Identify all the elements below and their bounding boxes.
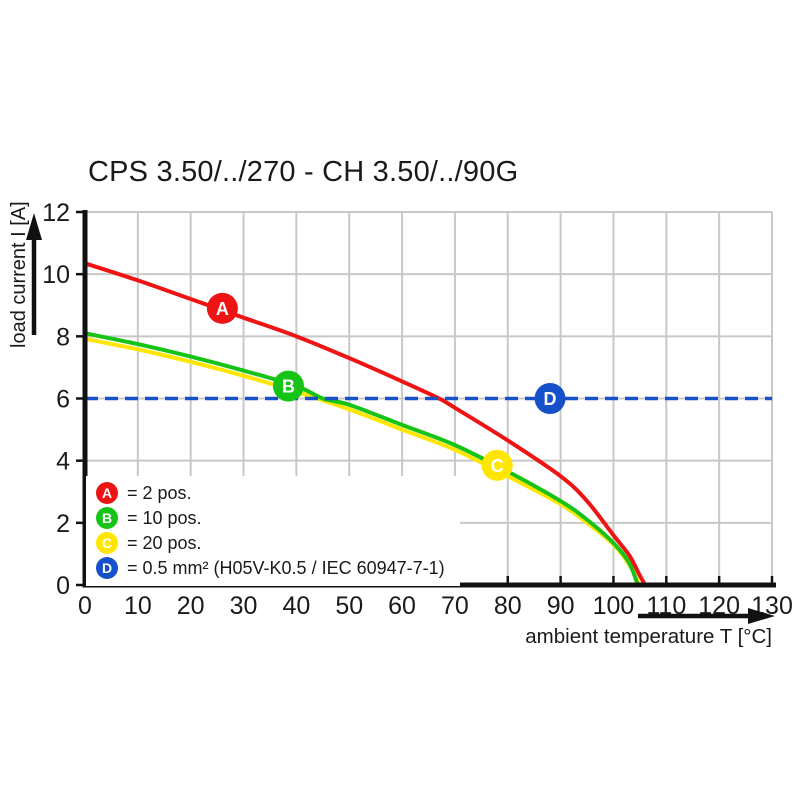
x-tick-label: 50 <box>335 592 363 620</box>
x-tick-label: 0 <box>78 592 92 620</box>
legend-label-b: = 10 pos. <box>127 507 202 528</box>
x-axis-label: ambient temperature T [°C] <box>525 625 772 648</box>
series-curve-B <box>84 331 640 586</box>
curve-marker-a <box>206 292 238 324</box>
legend-marker-c-icon: C <box>96 532 118 554</box>
y-tick-label: 8 <box>56 323 70 351</box>
x-tick-label: 20 <box>177 592 205 620</box>
y-tick-label: 2 <box>56 510 70 538</box>
x-tick-label: 30 <box>230 592 258 620</box>
x-tick-label: 10 <box>124 592 152 620</box>
y-tick-label: 6 <box>56 386 70 414</box>
x-axis-arrow-icon <box>748 608 775 624</box>
y-axis-arrow-icon <box>26 213 42 240</box>
chart-title: CPS 3.50/../270 - CH 3.50/../90G <box>88 156 519 188</box>
x-tick-label: 40 <box>282 592 310 620</box>
x-tick-label: 100 <box>593 592 635 620</box>
x-tick-label: 90 <box>547 592 575 620</box>
legend-row-b: B = 10 pos. <box>96 507 460 529</box>
legend-row-c: C = 20 pos. <box>96 532 460 554</box>
x-tick-label: 80 <box>494 592 522 620</box>
curve-marker-letter-c: C <box>491 456 504 476</box>
legend-marker-a-icon: A <box>96 482 118 504</box>
legend-label-d: = 0.5 mm² (H05V-K0.5 / IEC 60947-7-1) <box>127 557 445 578</box>
chart-legend: A = 2 pos. B = 10 pos. C = 20 pos. D = 0.5 mm² … <box>86 476 460 586</box>
y-tick-label: 0 <box>56 572 70 600</box>
curve-marker-letter-d: D <box>544 389 557 409</box>
legend-label-a: = 2 pos. <box>127 482 192 503</box>
curve-marker-b <box>272 370 304 402</box>
y-tick-label: 10 <box>42 261 70 289</box>
y-tick-label: 4 <box>56 448 70 476</box>
curve-marker-letter-a: A <box>216 299 229 319</box>
legend-marker-d-icon: D <box>96 557 118 579</box>
curve-marker-letter-b: B <box>282 377 295 397</box>
x-tick-label: 60 <box>388 592 416 620</box>
legend-label-c: = 20 pos. <box>127 532 202 553</box>
x-tick-label: 70 <box>441 592 469 620</box>
curve-marker-c <box>481 449 513 481</box>
y-tick-label: 12 <box>42 199 70 227</box>
legend-marker-b-icon: B <box>96 507 118 529</box>
legend-row-a: A = 2 pos. <box>96 482 460 504</box>
legend-row-d: D = 0.5 mm² (H05V-K0.5 / IEC 60947-7-1) <box>96 557 460 579</box>
curve-marker-d <box>534 383 566 414</box>
